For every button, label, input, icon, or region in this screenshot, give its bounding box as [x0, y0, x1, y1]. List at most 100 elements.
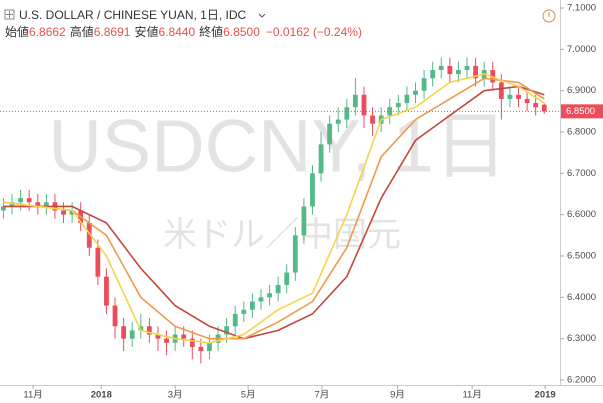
ribbon-line	[3, 85, 545, 340]
x-tick-label: 11月	[23, 390, 42, 401]
candle-body	[353, 94, 358, 108]
candle-body	[404, 94, 410, 104]
last-price-label: 6.8500	[566, 106, 595, 117]
x-tick-label: 9月	[390, 390, 405, 401]
candle-body	[86, 222, 92, 248]
quote-name: 始値	[5, 24, 29, 39]
candle-body	[413, 90, 418, 95]
candle-body	[267, 293, 272, 298]
change: −0.0162 (−0.24%)	[266, 25, 362, 39]
quote-name: 高値	[70, 24, 94, 39]
candle-body	[35, 202, 41, 207]
candle-body	[95, 247, 101, 277]
watermark-sub: 米ドル／中国元	[163, 216, 401, 254]
candle-body	[258, 297, 264, 302]
symbol-title[interactable]: U.S. DOLLAR / CHINESE YUAN, 1日, IDC	[19, 8, 247, 22]
candle-body	[387, 107, 393, 116]
candle-body	[181, 334, 187, 339]
candle-body	[490, 70, 496, 83]
candle-body	[129, 330, 135, 339]
candle-body	[438, 65, 444, 70]
candle-body	[224, 326, 230, 335]
last-price-box	[561, 104, 603, 119]
ribbon-line	[3, 77, 545, 340]
quote-value: 6.8662	[29, 25, 66, 39]
y-tick-label: 7.1000	[567, 3, 596, 14]
candle-body	[370, 115, 375, 124]
candle-body	[155, 334, 161, 339]
candle-body	[344, 107, 350, 120]
candle-body	[430, 70, 436, 79]
x-tick-label: 7月	[315, 390, 330, 401]
candle-body	[516, 94, 521, 99]
candle-body	[198, 346, 204, 352]
candle-body	[189, 338, 195, 347]
quote-value: 6.8440	[158, 25, 195, 39]
y-tick-label: 6.3000	[567, 333, 596, 344]
candle-body	[275, 284, 281, 294]
y-tick-label: 6.9000	[567, 85, 596, 96]
candle-body	[26, 198, 32, 203]
candle-body	[318, 144, 324, 174]
candle-body	[112, 305, 118, 327]
expand-icon[interactable]	[4, 9, 15, 20]
candle-body	[146, 326, 152, 335]
candle-body	[9, 202, 15, 207]
x-tick-label: 5月	[241, 390, 256, 401]
candle-body	[421, 78, 427, 91]
candle-body	[473, 65, 478, 79]
candle-body	[69, 210, 75, 215]
candle-body	[292, 235, 298, 273]
candle-body	[104, 276, 109, 306]
candle-body	[395, 103, 401, 108]
candle-body	[138, 326, 144, 331]
candle-body	[43, 202, 49, 207]
y-tick-label: 6.2000	[567, 375, 596, 386]
quote-name: 終値	[199, 24, 223, 39]
candle-body	[361, 94, 367, 116]
dropdown-icon[interactable]	[258, 13, 266, 18]
candle-body	[524, 98, 530, 104]
candle-body	[507, 94, 513, 99]
candle-body	[1, 206, 6, 211]
candle-body	[447, 65, 453, 75]
candle-body	[121, 326, 127, 339]
candle-body	[456, 70, 461, 75]
y-tick-label: 6.5000	[567, 251, 596, 262]
quote-value: 6.8500	[223, 25, 260, 39]
candle-body	[241, 309, 247, 314]
candle-body	[164, 338, 169, 343]
candle-body	[464, 65, 470, 70]
candle-body	[335, 119, 341, 124]
x-tick-label: 11月	[462, 390, 481, 401]
candle-body	[207, 342, 212, 352]
y-tick-label: 6.4000	[567, 292, 596, 303]
candle-body	[284, 272, 290, 285]
candle-body	[301, 206, 307, 236]
alert-icon[interactable]	[542, 9, 556, 23]
watermark: USDCNY, 1日	[48, 105, 507, 188]
y-tick-label: 7.0000	[567, 44, 596, 55]
candle-body	[61, 210, 66, 215]
y-tick-label: 6.8000	[567, 127, 596, 138]
candle-body	[249, 301, 255, 310]
plot	[1, 57, 547, 364]
watermark-group: USDCNY, 1日 米ドル／中国元	[48, 105, 507, 254]
candle-body	[541, 104, 547, 112]
x-tick-label: 2018	[91, 390, 112, 401]
candle-body	[310, 173, 315, 207]
x-tick-label: 3月	[168, 390, 183, 401]
candle-body	[18, 198, 24, 203]
quote-name: 安値	[134, 24, 158, 39]
y-tick-label: 6.7000	[567, 168, 596, 179]
x-tick-label: 2019	[535, 390, 556, 401]
y-tick-label: 6.6000	[567, 209, 596, 220]
quote-value: 6.8691	[94, 25, 131, 39]
ribbon-line	[3, 73, 545, 344]
header: U.S. DOLLAR / CHINESE YUAN, 1日, IDC	[4, 8, 556, 23]
candle-body	[533, 103, 539, 108]
candle-body	[232, 313, 238, 327]
candle-body	[498, 82, 504, 99]
